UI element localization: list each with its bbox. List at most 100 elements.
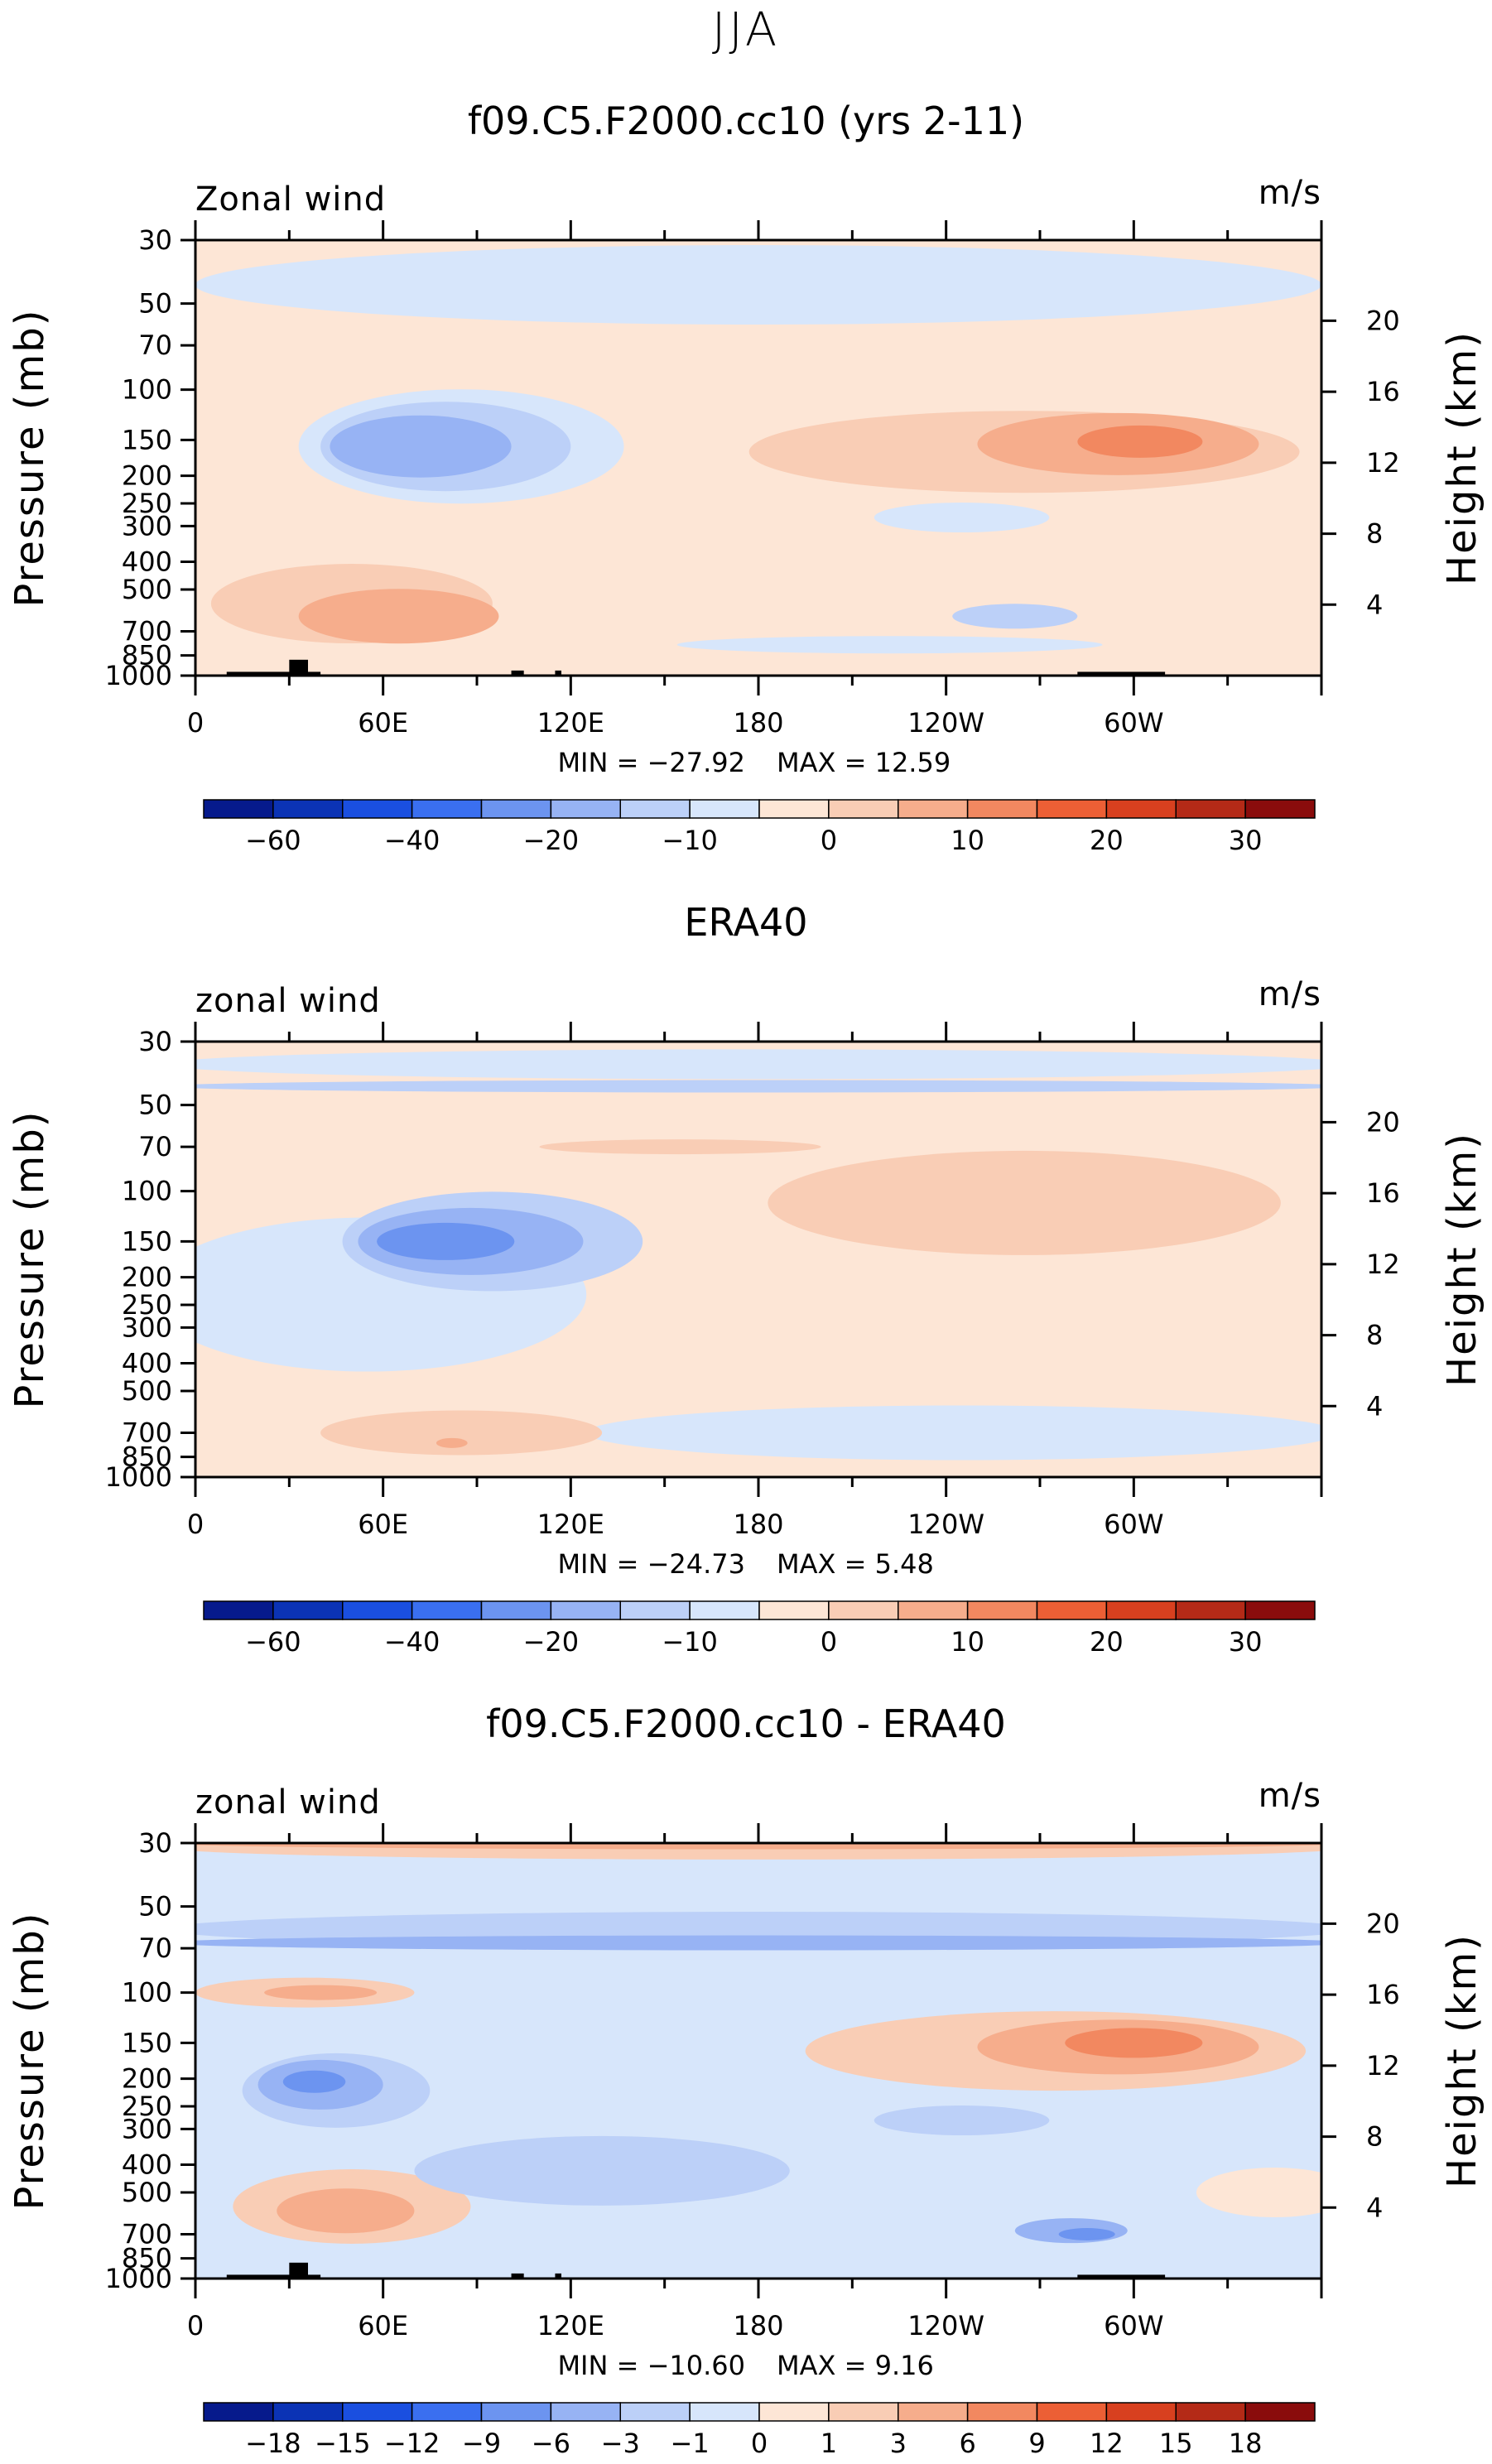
y-tick-label: 250 xyxy=(122,2091,172,2122)
contour-region-9 xyxy=(539,1139,821,1155)
colorbar-label: −60 xyxy=(245,825,301,856)
min-label: MIN = −10.60 xyxy=(557,2350,745,2381)
colorbar-swatch xyxy=(1036,799,1108,819)
panel-title: f09.C5.F2000.cc10 - ERA40 xyxy=(486,1701,1006,1746)
colorbar-swatch xyxy=(411,2402,483,2422)
y2-axis-label: Height (km) xyxy=(1439,330,1485,585)
contour-region-10 xyxy=(320,1410,603,1456)
colorbar-swatch xyxy=(272,799,344,819)
field-label: Zonal wind xyxy=(195,180,386,219)
y-tick-label: 100 xyxy=(122,374,172,406)
y-tick-label: 500 xyxy=(122,1375,172,1407)
y-ticks xyxy=(180,1841,195,2280)
colorbar-swatch xyxy=(1244,2402,1316,2422)
y-tick-label: 1000 xyxy=(105,660,172,691)
contour-region-14 xyxy=(277,2188,415,2234)
y-tick-label: 850 xyxy=(122,2243,172,2274)
contour-region-10 xyxy=(1077,425,1203,458)
y-tick-label: 850 xyxy=(122,640,172,671)
colorbar-label: 1 xyxy=(821,2428,837,2459)
contour-region-12 xyxy=(298,589,499,644)
colorbar-label: −1 xyxy=(671,2428,710,2459)
season-title: JJA xyxy=(712,3,780,57)
max-label: MAX = 9.16 xyxy=(777,2350,934,2381)
colorbar-swatch xyxy=(828,1600,899,1620)
colorbar-label: 30 xyxy=(1229,825,1263,856)
x-tick-label: 120W xyxy=(907,707,984,739)
colorbar-swatch xyxy=(342,799,413,819)
y2-tick-label: 12 xyxy=(1366,447,1400,479)
y2-tick-label: 8 xyxy=(1366,2121,1383,2153)
y-ticks xyxy=(180,238,195,677)
colorbar-swatch xyxy=(203,2402,274,2422)
x-tick-label: 60W xyxy=(1104,707,1163,739)
colorbar-label: 10 xyxy=(951,1626,984,1658)
y2-tick-label: 8 xyxy=(1366,1320,1383,1351)
y-tick-label: 150 xyxy=(122,1225,172,1257)
colorbar-swatch xyxy=(828,2402,899,2422)
y2-tick-label: 8 xyxy=(1366,518,1383,550)
x-tick-label: 120E xyxy=(537,1509,604,1540)
colorbar: −60 −40 −20 −10 0 10 20 30 xyxy=(203,799,1316,856)
y-tick-label: 700 xyxy=(122,1417,172,1448)
colorbar-swatch xyxy=(966,799,1038,819)
colorbar-label: −15 xyxy=(315,2428,371,2459)
y-tick-label: 50 xyxy=(138,288,172,320)
colorbar-swatch xyxy=(1036,2402,1108,2422)
colorbar-label: 30 xyxy=(1229,1626,1263,1658)
contour-region-8 xyxy=(768,1150,1281,1255)
contour-region-17 xyxy=(1058,2227,1115,2240)
colorbar-swatch xyxy=(480,799,552,819)
panel-1: f09.C5.F2000.cc10 (yrs 2-11) Zonal wind m/… xyxy=(7,99,1485,856)
y-tick-label: 500 xyxy=(122,2177,172,2208)
colorbar-swatch xyxy=(758,1600,830,1620)
y-tick-label: 30 xyxy=(138,1026,172,1057)
min-label: MIN = −27.92 xyxy=(557,747,745,778)
colorbar-swatch xyxy=(272,1600,344,1620)
y-tick-label: 70 xyxy=(138,330,172,361)
y-tick-label: 700 xyxy=(122,615,172,647)
colorbar-label: 6 xyxy=(959,2428,975,2459)
x-tick-label: 180 xyxy=(733,707,783,739)
y-tick-label: 500 xyxy=(122,574,172,605)
y-tick-label: 100 xyxy=(122,1977,172,2009)
topography-4 xyxy=(555,670,561,676)
topography-3 xyxy=(511,2273,524,2279)
contour-field xyxy=(195,1042,1321,1477)
x-tick-label: 60E xyxy=(358,2310,408,2341)
colorbar-swatch xyxy=(1036,1600,1108,1620)
colorbar-swatch xyxy=(1105,799,1177,819)
colorbar-swatch xyxy=(828,799,899,819)
topography-2 xyxy=(289,659,308,676)
colorbar-swatch xyxy=(550,1600,621,1620)
y-tick-label: 30 xyxy=(138,1827,172,1859)
colorbar-label: −60 xyxy=(245,1626,301,1658)
colorbar-swatch xyxy=(411,799,483,819)
colorbar-swatch xyxy=(480,2402,552,2422)
y-tick-label: 300 xyxy=(122,1311,172,1343)
y2-tick-label: 12 xyxy=(1366,1249,1400,1280)
y-tick-label: 50 xyxy=(138,1891,172,1923)
topography-4 xyxy=(555,2273,561,2279)
units-label: m/s xyxy=(1259,1777,1321,1815)
x-tick-label: 60E xyxy=(358,1509,408,1540)
contour-field xyxy=(195,240,1321,676)
y-axis-label: Pressure (mb) xyxy=(7,309,53,608)
colorbar-swatch xyxy=(758,2402,830,2422)
topography-1 xyxy=(226,671,321,676)
colorbar: −60 −40 −20 −10 0 10 20 30 xyxy=(203,1600,1316,1658)
colorbar-swatch xyxy=(898,2402,969,2422)
x-tick-label: 120E xyxy=(537,2310,604,2341)
colorbar-swatch xyxy=(1175,2402,1246,2422)
colorbar-label: 3 xyxy=(890,2428,907,2459)
colorbar-swatch xyxy=(342,2402,413,2422)
colorbar-swatch xyxy=(1175,1600,1246,1620)
panel-3: f09.C5.F2000.cc10 - ERA40 zonal wind m/s 0 6… xyxy=(7,1701,1485,2459)
y-tick-label: 100 xyxy=(122,1176,172,1207)
topography-1 xyxy=(226,2274,321,2279)
colorbar-swatch xyxy=(550,799,621,819)
colorbar-label: −18 xyxy=(245,2428,301,2459)
panel-title: ERA40 xyxy=(684,900,807,945)
min-label: MIN = −24.73 xyxy=(557,1548,745,1580)
